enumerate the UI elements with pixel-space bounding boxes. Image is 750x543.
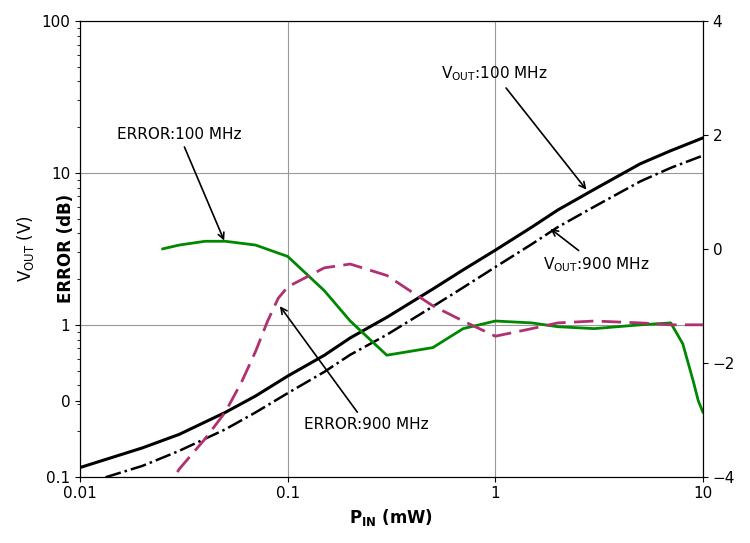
Y-axis label: ERROR (dB): ERROR (dB) — [56, 194, 74, 304]
Text: ERROR:900 MHz: ERROR:900 MHz — [281, 308, 429, 432]
Y-axis label: V$_{\mathrm{OUT}}$ (V): V$_{\mathrm{OUT}}$ (V) — [15, 216, 36, 282]
Text: V$_{\rm OUT}$:900 MHz: V$_{\rm OUT}$:900 MHz — [543, 230, 650, 274]
X-axis label: P$_{\mathbf{IN}}$ (mW): P$_{\mathbf{IN}}$ (mW) — [350, 507, 433, 528]
Text: V$_{\rm OUT}$:100 MHz: V$_{\rm OUT}$:100 MHz — [442, 64, 585, 188]
Text: ERROR:100 MHz: ERROR:100 MHz — [117, 127, 242, 239]
